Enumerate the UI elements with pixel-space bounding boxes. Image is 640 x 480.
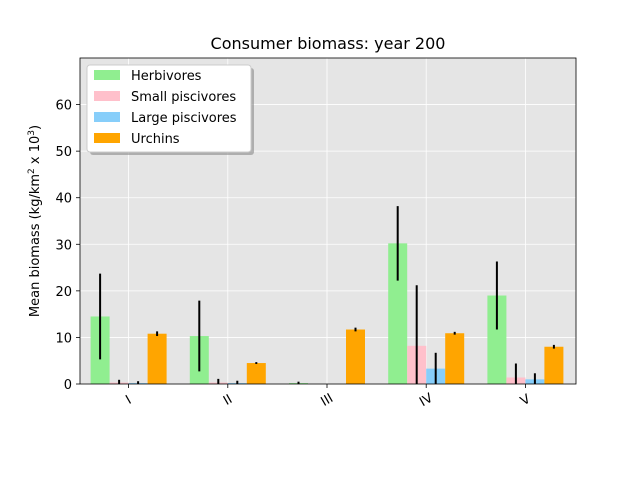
x-axis: I II III IV V: [123, 384, 533, 410]
y-axis: 0 10 20 30 40 50 60: [55, 57, 577, 393]
legend-swatch: [94, 70, 120, 80]
legend-label: Large piscivores: [131, 111, 237, 126]
x-tick-label: I: [123, 393, 134, 408]
bar: [445, 333, 465, 384]
y-tick-label: 30: [55, 238, 72, 253]
legend-label: Urchins: [131, 132, 180, 147]
y-axis-label: Mean biomass (kg/km2 x 103): [27, 125, 43, 317]
legend-swatch: [94, 133, 120, 143]
chart-title: Consumer biomass: year 200: [211, 34, 446, 53]
bar: [487, 295, 507, 384]
y-tick-label: 60: [55, 99, 72, 114]
legend-label: Small piscivores: [131, 90, 236, 105]
bar: [246, 363, 266, 384]
bar: [346, 329, 365, 384]
y-tick-label: 0: [64, 378, 72, 393]
x-tick-label: III: [319, 391, 336, 410]
bar: [147, 333, 167, 384]
x-tick-label: IV: [417, 391, 436, 410]
y-tick-label: 10: [55, 331, 72, 346]
x-tick-label: V: [518, 392, 533, 409]
y-tick-label: 50: [55, 145, 72, 160]
legend-swatch: [94, 91, 120, 101]
y-tick-label: 40: [55, 192, 72, 207]
legend: Herbivores Small piscivores Large piscivor…: [86, 64, 254, 155]
legend-swatch: [94, 112, 120, 122]
legend-label: Herbivores: [131, 69, 202, 84]
bar: [544, 346, 564, 384]
plot-frame: [79, 57, 577, 385]
bar: [388, 243, 408, 384]
x-tick-label: II: [221, 392, 235, 409]
y-tick-label: 20: [55, 285, 72, 300]
error-bars: [99, 206, 555, 384]
